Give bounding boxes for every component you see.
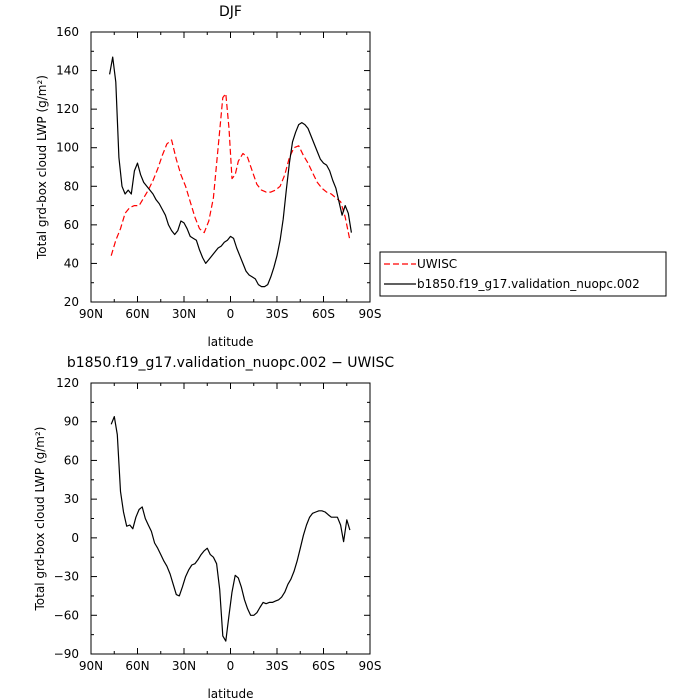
chart1-xtick-label: 90N	[79, 307, 103, 321]
chart1-ytick-label: 160	[56, 25, 79, 39]
chart2-ytick-label: 30	[64, 492, 79, 506]
chart2-ytick-label: 90	[64, 415, 79, 429]
chart2-xtick-label: 30S	[266, 659, 289, 673]
chart1-ytick-label: 20	[64, 295, 79, 309]
chart1-series-line-2	[109, 56, 352, 288]
chart2-ytick-label: −90	[54, 647, 79, 661]
chart1-ytick-label: 40	[64, 256, 79, 270]
chart1-xtick-label: 60S	[312, 307, 335, 321]
chart2-ytick-label: 120	[56, 376, 79, 390]
chart1-legend-label: b1850.f19_g17.validation_nuopc.002	[417, 277, 640, 291]
chart2-xtick-label: 90N	[79, 659, 103, 673]
chart2-ytick-label: 0	[71, 531, 79, 545]
chart1-xtick-label: 0	[227, 307, 235, 321]
chart2-ylabel: Total grd-box cloud LWP (g/m²)	[33, 427, 47, 612]
chart1-xtick-label: 30S	[266, 307, 289, 321]
chart2-title: b1850.f19_g17.validation_nuopc.002 − UWI…	[67, 355, 395, 371]
chart2-ytick-label: −30	[54, 570, 79, 584]
chart1-ytick-label: 80	[64, 179, 79, 193]
chart1-ytick-label: 140	[56, 64, 79, 78]
chart2-frame	[90, 382, 371, 655]
chart2-xtick-label: 90S	[359, 659, 382, 673]
chart1-ylabel: Total grd-box cloud LWP (g/m²)	[35, 75, 49, 260]
chart2-series-line-1	[110, 416, 351, 642]
chart2-ytick-label: −60	[54, 608, 79, 622]
chart1-ytick-label: 120	[56, 102, 79, 116]
chart1-title: DJF	[219, 4, 242, 20]
chart1-legend-box	[379, 251, 667, 297]
chart1-xtick-label: 30N	[172, 307, 196, 321]
chart1-xtick-label: 60N	[125, 307, 149, 321]
chart2-xtick-label: 30N	[172, 659, 196, 673]
chart1-ytick-label: 100	[56, 141, 79, 155]
chart2-ytick-label: 60	[64, 453, 79, 467]
chart2-xtick-label: 60N	[125, 659, 149, 673]
chart1-xtick-label: 90S	[359, 307, 382, 321]
chart1-legend-label: UWISC	[417, 257, 457, 271]
chart1-xlabel: latitude	[207, 335, 253, 349]
chart2-xlabel: latitude	[207, 687, 253, 700]
chart1-series-line-1	[110, 93, 351, 256]
chart1-ytick-label: 60	[64, 218, 79, 232]
chart2-xtick-label: 60S	[312, 659, 335, 673]
chart2-xtick-label: 0	[227, 659, 235, 673]
